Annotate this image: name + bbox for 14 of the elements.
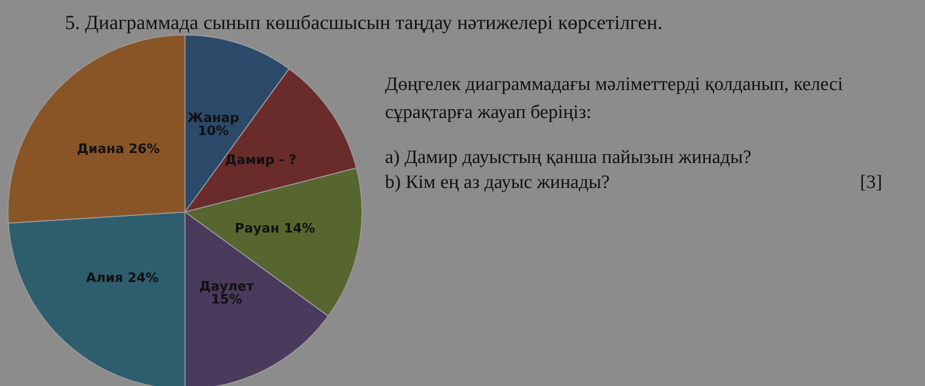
text: b) Кім ең аз дауыс жинады? — [385, 172, 610, 193]
slice-label: Диана 26% — [76, 142, 160, 157]
slice-label: Жанар — [187, 110, 240, 126]
text: Дөңгелек диаграммадағы мәліметтерді қолданып, келесі — [385, 74, 843, 95]
data-label: 10% — [198, 124, 229, 139]
slice-label: Даулет — [199, 280, 254, 295]
text: сұрақтарға жауап беріңіз: — [385, 102, 592, 123]
slice-label: Алия 24% — [86, 271, 159, 286]
text: a) Дамир дауыстың қанша пайызын жинады? — [385, 147, 752, 168]
slice-label: Рауан 14% — [234, 222, 315, 237]
chart-title: 5. Диаграммада сынып көшбасшысын таңдау нәтижелері көрсетілген. — [65, 12, 662, 34]
data-label: 15% — [210, 292, 242, 308]
text: [3] — [860, 172, 882, 193]
slice-label: Дамир - ? — [224, 153, 296, 168]
